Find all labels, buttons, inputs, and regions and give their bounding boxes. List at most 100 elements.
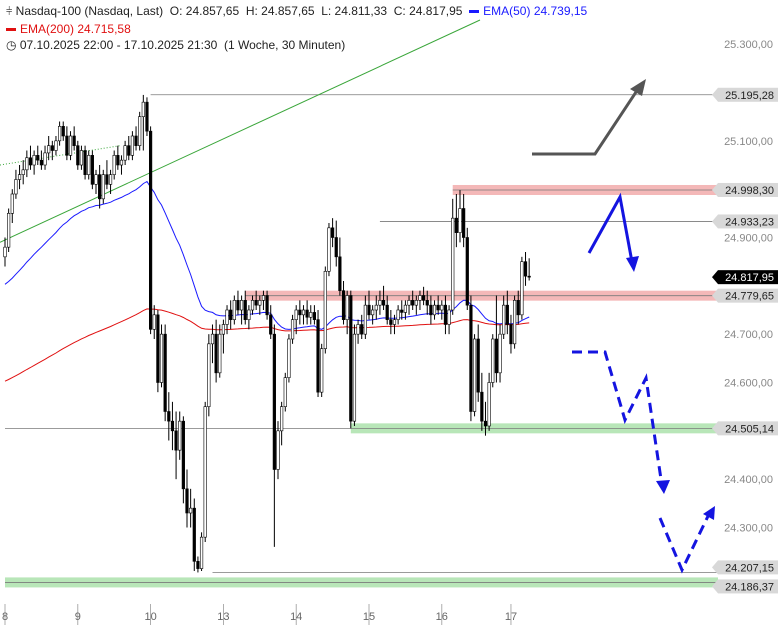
candle-down <box>90 155 94 185</box>
candle-up <box>130 135 135 156</box>
candle-up <box>199 536 204 569</box>
forecast-arrow-dashed-2 <box>658 511 712 574</box>
candle-up <box>323 271 327 349</box>
candle-up <box>520 261 524 316</box>
candle-down <box>476 338 480 393</box>
candle-up <box>218 333 222 374</box>
level-tag-pointer <box>712 560 718 575</box>
candle-down <box>389 319 393 325</box>
ema50-swatch <box>469 10 480 14</box>
candle-up <box>352 333 357 422</box>
candle-down <box>163 333 167 412</box>
candle-down <box>36 155 40 161</box>
clock-icon: ◷ <box>6 38 17 52</box>
candle-down <box>185 488 189 514</box>
candle-up <box>32 155 36 166</box>
instrument-label: Nasdaq-100 (Nasdaq, Last) <box>15 4 164 18</box>
candle-up <box>68 135 73 156</box>
ema50-label: EMA(50) <box>483 4 531 18</box>
candle-up <box>119 159 124 166</box>
header-ema200: EMA(200) 24.715,58 <box>6 22 131 36</box>
candle-up <box>207 343 211 407</box>
candle-down <box>349 295 353 422</box>
forecast-arrowhead-solid <box>626 256 639 272</box>
candle-up <box>138 116 142 146</box>
candle-down <box>360 324 364 335</box>
candle-down <box>192 507 196 562</box>
ema200-value: 24.715,58 <box>77 22 131 36</box>
time-tick-label: 13 <box>217 611 229 623</box>
candle-down <box>98 174 102 200</box>
candle-down <box>298 309 302 316</box>
level-tag <box>718 87 778 102</box>
candle-down <box>480 391 484 422</box>
candle-down <box>28 157 33 166</box>
level-tag-label: 25.195,28 <box>725 90 774 102</box>
current-price-tag <box>718 270 778 285</box>
chart-type-icon: ⫩ <box>6 6 13 18</box>
level-tag-label: 24.207,15 <box>725 562 774 574</box>
candle-down <box>411 300 415 306</box>
candle-down <box>149 130 153 330</box>
candle-up <box>112 155 116 175</box>
candle-up <box>356 324 360 335</box>
candle-up <box>141 101 145 117</box>
price-tick-label: 25.100,00 <box>724 136 773 148</box>
candle-down <box>170 420 175 432</box>
candle-up <box>374 304 378 311</box>
level-tag-pointer <box>712 87 718 102</box>
time-tick-label: 17 <box>505 611 517 623</box>
level-tag <box>718 214 778 229</box>
candle-up <box>210 333 215 345</box>
ema50-value: 24.739,15 <box>533 4 588 18</box>
candle-up <box>203 406 207 538</box>
candle-up <box>294 309 298 320</box>
trend-channel-dotted <box>0 145 121 166</box>
time-tick-label: 10 <box>144 611 156 623</box>
level-tag-pointer <box>712 182 718 197</box>
candle-up <box>232 300 236 320</box>
candle-up <box>512 300 517 345</box>
candle-up <box>43 152 47 166</box>
level-tag-pointer <box>712 214 718 229</box>
candle-up <box>261 295 266 301</box>
candle-down <box>400 309 404 313</box>
candle-up <box>7 213 11 248</box>
candle-down <box>196 561 200 569</box>
candle-up <box>403 304 408 313</box>
candle-up <box>472 338 477 412</box>
level-tag <box>718 560 778 575</box>
trend-channel-upper <box>0 19 481 243</box>
candle-up <box>17 174 22 180</box>
candle-down <box>421 295 426 301</box>
candle-down <box>381 300 386 306</box>
level-tag <box>718 288 778 303</box>
candle-down <box>269 314 273 335</box>
candle-up <box>152 314 156 330</box>
candle-down <box>236 300 240 311</box>
candle-up <box>491 338 495 383</box>
candle-down <box>443 304 448 325</box>
level-tag <box>718 182 778 197</box>
candle-down <box>436 304 440 311</box>
candle-up <box>240 300 244 311</box>
level-zones <box>5 94 719 588</box>
candle-down <box>469 304 473 412</box>
candle-down <box>50 145 54 151</box>
time-tick-label: 9 <box>75 611 81 623</box>
candle-up <box>25 157 29 171</box>
candle-down <box>494 338 499 374</box>
time-tick-label: 8 <box>2 611 8 623</box>
price-tick-label: 24.700,00 <box>724 329 773 341</box>
candle-down <box>145 101 149 132</box>
candle-up <box>502 304 506 335</box>
candle-up <box>414 300 418 306</box>
trend-channel <box>0 19 481 243</box>
candle-up <box>3 246 7 258</box>
candle-down <box>385 304 389 320</box>
forecast-arrow-solid <box>587 192 634 263</box>
candle-down <box>483 420 488 427</box>
level-tag-label: 24.998,30 <box>725 185 774 197</box>
close-value: C: 24.817,95 <box>393 4 463 18</box>
